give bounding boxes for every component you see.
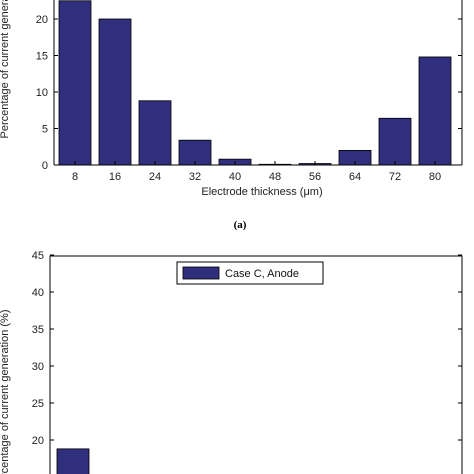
chart-b: 20 25 30 35 40 45 Percentage of current gener… xyxy=(0,250,463,474)
chart-a-y-tick-label: 20 xyxy=(36,14,48,26)
chart-a-x-tick-label: 32 xyxy=(189,171,201,183)
chart-a-y-tick-label: 5 xyxy=(42,124,48,136)
chart-a-bar xyxy=(98,18,132,166)
chart-a-y-tick-label: 15 xyxy=(36,51,48,63)
chart-a-x-tick-label: 64 xyxy=(349,171,361,183)
chart-a-x-tick-label: 80 xyxy=(429,171,441,183)
chart-a: 0 5 10 15 20 8 16 24 32 40 48 56 64 72 80 Percentage … xyxy=(0,0,463,231)
chart-b-ylabel: Percentage of current generation (%) xyxy=(0,310,11,474)
chart-b-legend-label: Case C, Anode xyxy=(225,268,299,280)
chart-b-y-tick-label: 40 xyxy=(32,287,44,299)
chart-a-x-ticks: 8 16 24 32 40 48 56 64 72 80 xyxy=(72,161,441,183)
chart-a-xlabel: Electrode thickness (μm) xyxy=(201,186,322,198)
chart-b-legend: Case C, Anode xyxy=(176,261,324,285)
chart-a-x-tick-label: 16 xyxy=(109,171,121,183)
chart-b-bars xyxy=(56,448,90,474)
chart-b-frame xyxy=(49,255,463,474)
chart-b-y-tick-label: 45 xyxy=(32,250,44,262)
chart-b-y-tick-label: 25 xyxy=(32,398,44,410)
chart-a-bars xyxy=(58,0,452,166)
chart-a-x-tick-label: 8 xyxy=(72,171,78,183)
chart-b-y-tick-label: 20 xyxy=(32,435,44,447)
chart-a-y-tick-label: 0 xyxy=(42,160,48,172)
chart-a-y-tick-label: 10 xyxy=(36,87,48,99)
chart-a-x-tick-label: 56 xyxy=(309,171,321,183)
chart-b-legend-swatch xyxy=(182,266,220,280)
chart-a-bar xyxy=(138,100,172,166)
chart-a-bar xyxy=(418,56,452,166)
chart-a-x-tick-label: 48 xyxy=(269,171,281,183)
chart-a-x-tick-label: 72 xyxy=(389,171,401,183)
chart-a-bar xyxy=(178,139,212,166)
chart-b-bar xyxy=(56,448,90,474)
chart-b-y-ticks: 20 25 30 35 40 45 xyxy=(32,250,462,447)
chart-b-y-tick-label: 35 xyxy=(32,324,44,336)
chart-b-y-tick-label: 30 xyxy=(32,361,44,373)
chart-a-bar xyxy=(58,0,92,166)
chart-a-bar xyxy=(378,117,412,166)
chart-a-caption: (a) xyxy=(234,219,247,231)
chart-a-x-tick-label: 24 xyxy=(149,171,161,183)
chart-a-x-tick-label: 40 xyxy=(229,171,241,183)
chart-a-ylabel: Percentage of current generation (%) xyxy=(0,0,11,139)
chart-a-y-ticks: 0 5 10 15 20 xyxy=(36,14,462,172)
